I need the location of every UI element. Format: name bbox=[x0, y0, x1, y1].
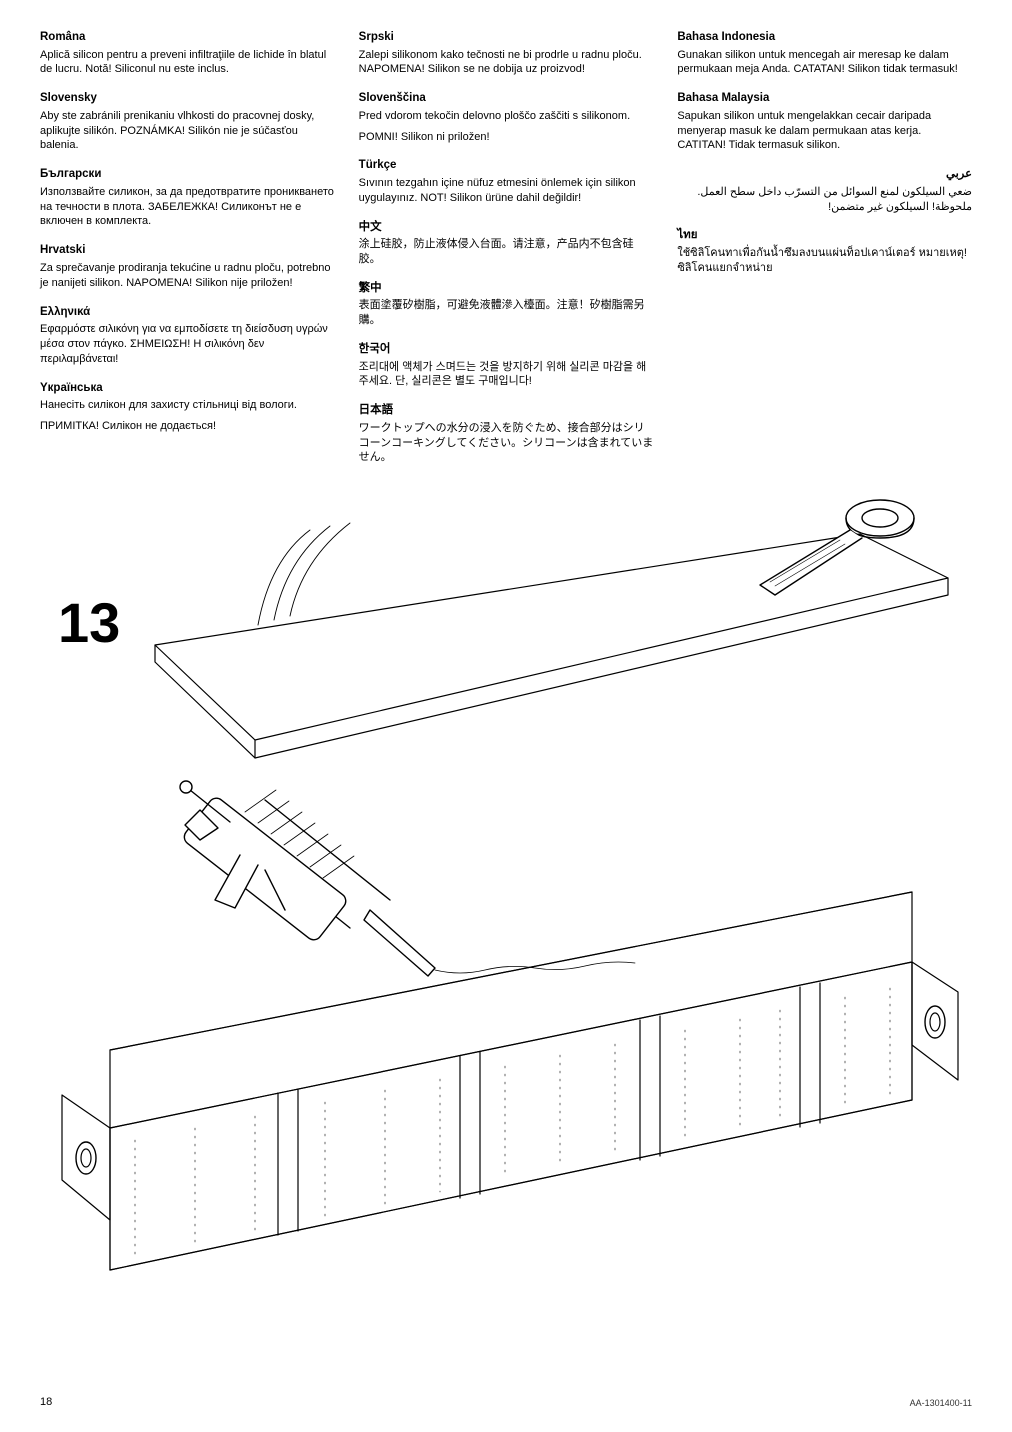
language-title: 中文 bbox=[359, 220, 654, 236]
language-block: Bahasa Indonesia Gunakan silikon untuk me… bbox=[677, 30, 972, 77]
language-body: 表面塗覆矽樹脂，可避免液體滲入檯面。注意！矽樹脂需另購。 bbox=[359, 298, 654, 328]
language-title: 한국어 bbox=[359, 342, 654, 358]
language-title: Slovensky bbox=[40, 91, 335, 107]
language-body: 조리대에 액체가 스며드는 것을 방지하기 위해 실리콘 마감을 해주세요. 단… bbox=[359, 360, 654, 390]
language-body: Pred vdorom tekočin delovno ploščo zašči… bbox=[359, 109, 654, 124]
language-body: ПРИМІТКА! Силікон не додається! bbox=[40, 419, 335, 434]
language-block: 日本語ワークトップへの水分の浸入を防ぐため、接合部分はシリコーンコーキングしてく… bbox=[359, 403, 654, 465]
language-body: ワークトップへの水分の浸入を防ぐため、接合部分はシリコーンコーキングしてください… bbox=[359, 421, 654, 466]
language-block: 中文涂上硅胶，防止液体侵入台面。请注意，产品内不包含硅胶。 bbox=[359, 220, 654, 267]
language-title: ไทย bbox=[677, 228, 972, 244]
assembly-diagram bbox=[40, 490, 972, 1320]
language-block: عربي ضعي السيلكون لمنع السوائل من التسرّب… bbox=[677, 167, 972, 214]
language-title: 繁中 bbox=[359, 281, 654, 297]
language-block: ΕλληνικάΕφαρμόστε σιλικόνη για να εμποδί… bbox=[40, 305, 335, 367]
language-title: Slovenščina bbox=[359, 91, 654, 107]
language-body: 涂上硅胶，防止液体侵入台面。请注意，产品内不包含硅胶。 bbox=[359, 237, 654, 267]
language-block: Slovenščina Pred vdorom tekočin delovno p… bbox=[359, 91, 654, 144]
language-body: Aplică silicon pentru a preveni infiltra… bbox=[40, 48, 335, 78]
page-number: 18 bbox=[40, 1396, 52, 1408]
language-body: Aby ste zabránili prenikaniu vlhkosti do… bbox=[40, 109, 335, 154]
language-block: Srpski Zalepi silikonom kako tečnosti ne … bbox=[359, 30, 654, 77]
language-body: Za sprečavanje prodiranja tekućine u rad… bbox=[40, 261, 335, 291]
language-body: Използвайте силикон, за да предотвратите… bbox=[40, 185, 335, 230]
language-block: ไทยใช้ซิลิโคนทาเพื่อกันน้ำซึมลงบนแผ่นท็อ… bbox=[677, 228, 972, 275]
language-block: Türkçe Sıvının tezgahın içine nüfuz etmes… bbox=[359, 158, 654, 205]
language-body: Zalepi silikonom kako tečnosti ne bi pro… bbox=[359, 48, 654, 78]
language-block: 繁中表面塗覆矽樹脂，可避免液體滲入檯面。注意！矽樹脂需另購。 bbox=[359, 281, 654, 328]
language-body: ใช้ซิลิโคนทาเพื่อกันน้ำซึมลงบนแผ่นท็อปเค… bbox=[677, 246, 972, 276]
language-body: Εφαρμόστε σιλικόνη για να εμποδίσετε τη … bbox=[40, 322, 335, 367]
language-body: Нанесіть силікон для захисту стільниці в… bbox=[40, 398, 335, 413]
language-title: عربي bbox=[677, 167, 972, 183]
language-body: Sıvının tezgahın içine nüfuz etmesini ön… bbox=[359, 176, 654, 206]
document-code: AA-1301400-11 bbox=[910, 1398, 972, 1408]
language-body: POMNI! Silikon ni priložen! bbox=[359, 130, 654, 145]
language-title: Български bbox=[40, 167, 335, 183]
language-body: ضعي السيلكون لمنع السوائل من التسرّب داخ… bbox=[677, 185, 972, 215]
language-body: Sapukan silikon untuk mengelakkan cecair… bbox=[677, 109, 972, 154]
language-title: Türkçe bbox=[359, 158, 654, 174]
language-title: Ελληνικά bbox=[40, 305, 335, 321]
language-title: Bahasa Indonesia bbox=[677, 30, 972, 46]
language-body: Gunakan silikon untuk mencegah air meres… bbox=[677, 48, 972, 78]
language-block: 한국어조리대에 액체가 스며드는 것을 방지하기 위해 실리콘 마감을 해주세요… bbox=[359, 342, 654, 389]
language-title: Hrvatski bbox=[40, 243, 335, 259]
language-block: Româna Aplică silicon pentru a preveni in… bbox=[40, 30, 335, 77]
language-block: Български Използвайте силикон, за да пред… bbox=[40, 167, 335, 229]
language-block: Slovensky Aby ste zabránili prenikaniu vl… bbox=[40, 91, 335, 153]
language-block: YкраїнськаНанесіть силікон для захисту с… bbox=[40, 381, 335, 434]
language-block: Hrvatski Za sprečavanje prodiranja tekući… bbox=[40, 243, 335, 290]
language-block: Bahasa Malaysia Sapukan silikon untuk men… bbox=[677, 91, 972, 153]
language-title: 日本語 bbox=[359, 403, 654, 419]
language-title: Bahasa Malaysia bbox=[677, 91, 972, 107]
language-title: Srpski bbox=[359, 30, 654, 46]
language-title: Româna bbox=[40, 30, 335, 46]
language-title: Yкраїнська bbox=[40, 381, 335, 397]
